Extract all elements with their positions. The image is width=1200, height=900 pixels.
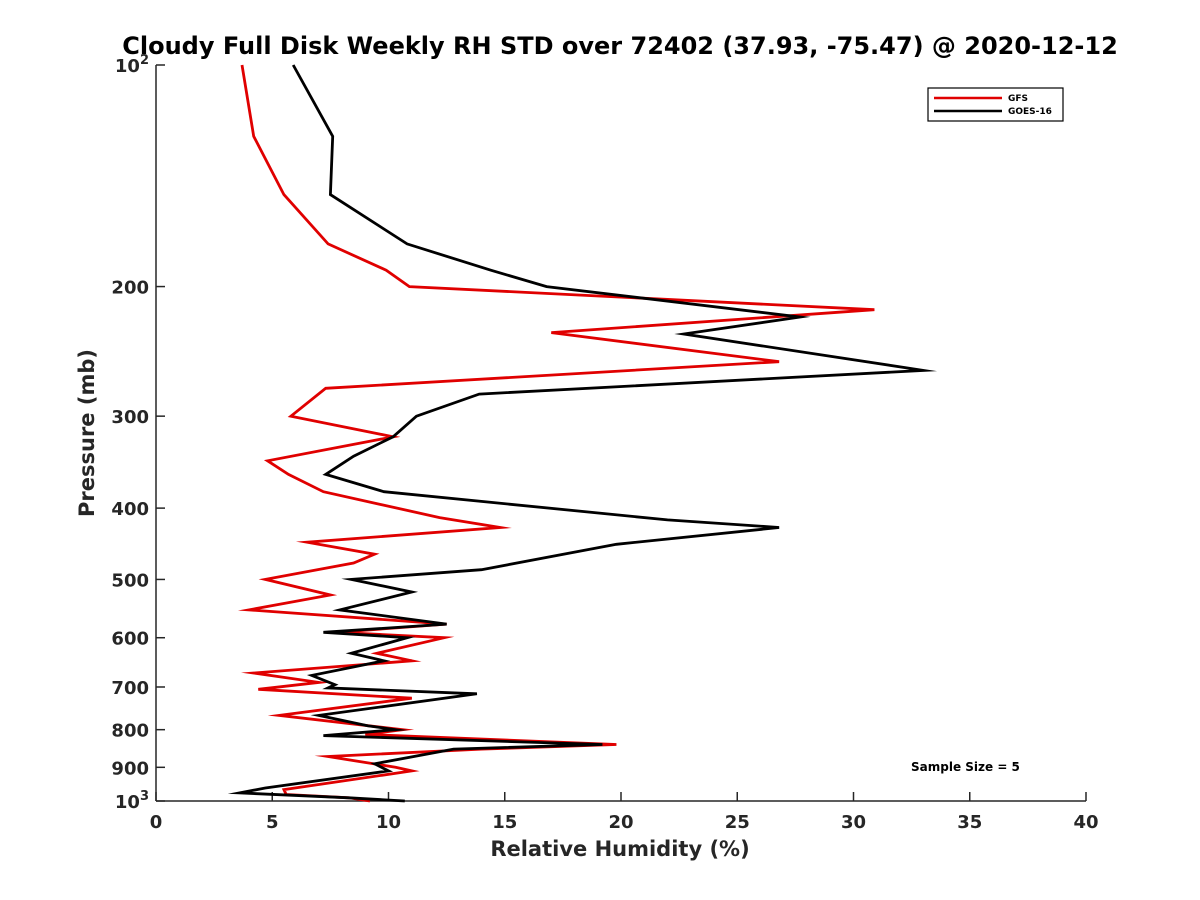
series-line-gfs bbox=[237, 64, 875, 803]
legend-label-gfs: GFS bbox=[1008, 94, 1028, 104]
y-tick-label: 700 bbox=[111, 678, 149, 699]
x-tick-label: 20 bbox=[608, 812, 633, 833]
legend-label-goes16: GOES-16 bbox=[1008, 107, 1052, 117]
x-tick-label: 0 bbox=[150, 812, 163, 833]
legend-box bbox=[927, 87, 1064, 122]
series-group bbox=[227, 64, 938, 803]
legend: GFS GOES-16 bbox=[927, 87, 1064, 122]
y-tick-label: 800 bbox=[111, 721, 149, 742]
y-axis-label: Pressure (mb) bbox=[75, 349, 99, 517]
y-tick-label: 102 bbox=[115, 53, 149, 77]
y-tick-label: 500 bbox=[111, 570, 149, 591]
x-tick-label: 25 bbox=[725, 812, 750, 833]
y-tick-label: 900 bbox=[111, 758, 149, 779]
x-tick-label: 35 bbox=[957, 812, 982, 833]
sample-size-annotation: Sample Size = 5 bbox=[911, 760, 1020, 774]
x-tick-label: 40 bbox=[1073, 812, 1098, 833]
x-axis-label: Relative Humidity (%) bbox=[490, 837, 749, 861]
x-tick-label: 15 bbox=[492, 812, 517, 833]
y-tick-label: 400 bbox=[111, 499, 149, 520]
x-tick-label: 10 bbox=[376, 812, 401, 833]
chart-title: Cloudy Full Disk Weekly RH STD over 7240… bbox=[122, 32, 1118, 60]
series-line-goes16 bbox=[227, 64, 938, 803]
x-tick-label: 30 bbox=[841, 812, 866, 833]
y-tick-label: 103 bbox=[115, 789, 149, 813]
y-tick-label: 600 bbox=[111, 629, 149, 650]
y-tick-label: 200 bbox=[111, 278, 149, 299]
x-tick-label: 5 bbox=[266, 812, 279, 833]
tick-group: 0 5 10 15 20 25 30 35 40 102 200 300 400 500 600 700 800… bbox=[111, 53, 1098, 833]
y-tick-label: 300 bbox=[111, 407, 149, 428]
